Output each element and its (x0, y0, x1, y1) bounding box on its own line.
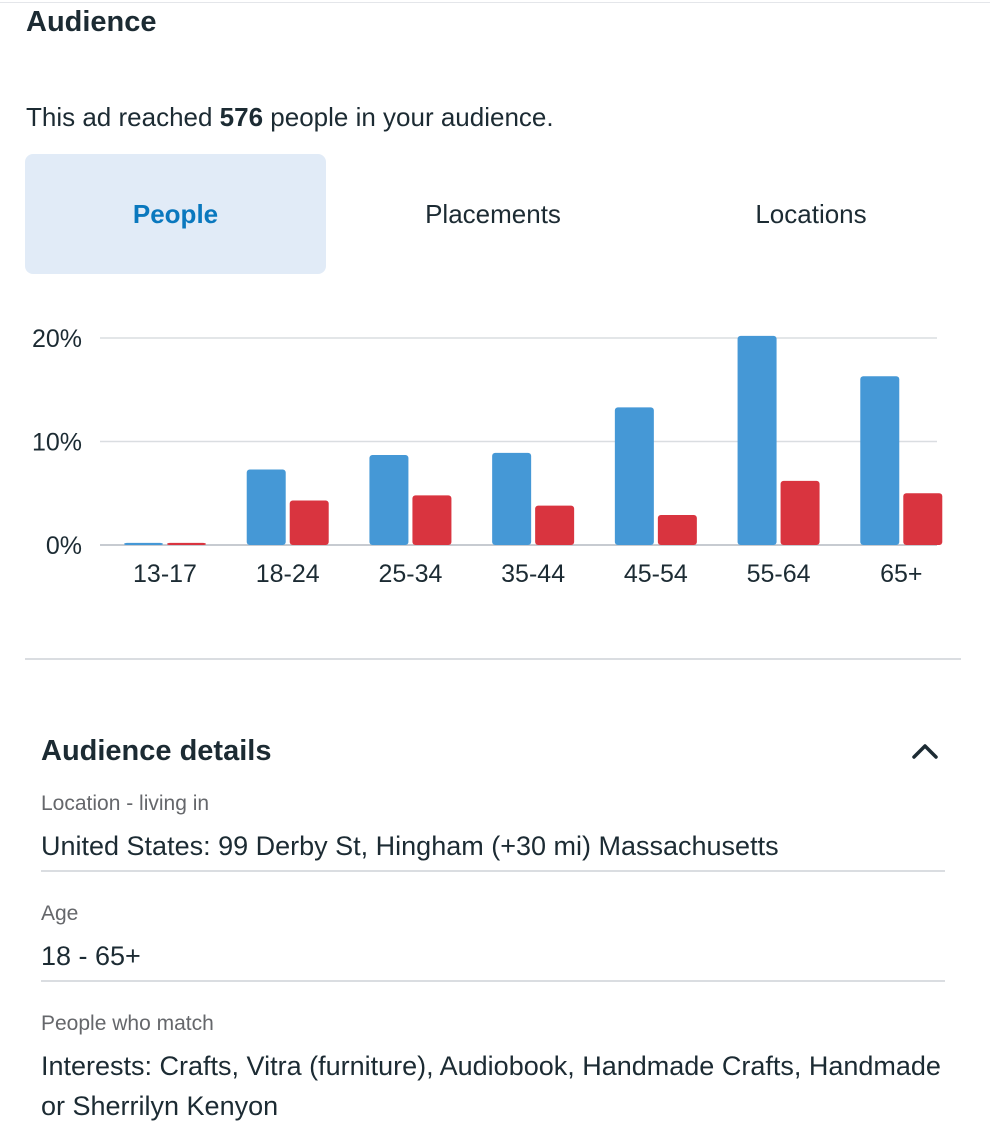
bar-65+-series-2 (903, 493, 943, 545)
bar-35-44-series-2 (535, 505, 575, 545)
x-tick-label: 65+ (880, 560, 922, 588)
bar-18-24-series-1 (246, 469, 286, 545)
chevron-up-icon[interactable] (910, 736, 940, 766)
audience-details-title: Audience details (41, 735, 272, 767)
location-divider (41, 870, 945, 872)
bar-55-64-series-1 (737, 335, 777, 545)
top-divider (0, 2, 990, 3)
reach-count: 576 (219, 102, 264, 132)
bar-55-64-series-2 (780, 480, 820, 545)
y-tick-label: 0% (46, 532, 82, 560)
age-label: Age (41, 902, 79, 925)
age-divider (41, 980, 945, 982)
bar-45-54-series-1 (614, 407, 654, 545)
reach-summary: This ad reached 576 people in your audie… (26, 102, 554, 133)
people-who-match-field: People who match Interests: Crafts, Vitr… (41, 1012, 945, 1126)
bar-13-17-series-1 (124, 542, 163, 545)
people-who-match-label: People who match (41, 1012, 214, 1035)
bar-45-54-series-2 (657, 514, 697, 545)
age-value: 18 - 65+ (41, 941, 141, 971)
bar-25-34-series-2 (412, 495, 452, 545)
x-tick-label: 45-54 (624, 560, 688, 588)
tab-placements[interactable]: Placements (425, 199, 561, 229)
reach-suffix: people in your audience. (263, 102, 554, 132)
x-tick-label: 35-44 (501, 560, 565, 588)
age-field: Age 18 - 65+ (41, 902, 945, 982)
age-chart-svg: 0% 10% 20% 13-17 18-24 25-34 35-44 45-54 55-64 65… (32, 325, 943, 588)
bar-13-17-series-2 (167, 542, 206, 545)
location-label: Location - living in (41, 792, 210, 815)
bar-18-24-series-2 (289, 500, 329, 545)
x-tick-label: 55-64 (747, 560, 811, 588)
age-breakdown-chart: 0% 10% 20% 13-17 18-24 25-34 35-44 45-54 55-64 65… (0, 310, 990, 610)
bar-65+-series-1 (860, 376, 900, 545)
x-tick-label: 25-34 (378, 560, 442, 588)
location-field: Location - living in United States: 99 D… (41, 792, 945, 872)
location-value: United States: 99 Derby St, Hingham (+30… (41, 831, 779, 861)
audience-tabs: People Placements Locations (25, 154, 965, 274)
people-who-match-value: Interests: Crafts, Vitra (furniture), Au… (41, 1051, 941, 1121)
tab-people[interactable]: People (25, 154, 326, 274)
reach-prefix: This ad reached (26, 102, 220, 132)
x-tick-label: 13-17 (133, 560, 197, 588)
bar-25-34-series-1 (369, 454, 409, 545)
bar-35-44-series-1 (492, 452, 532, 545)
y-tick-label: 10% (32, 429, 82, 457)
section-divider (25, 658, 961, 660)
x-tick-label: 18-24 (256, 560, 320, 588)
y-tick-label: 20% (32, 325, 82, 353)
tab-locations[interactable]: Locations (755, 199, 867, 229)
audience-title: Audience (26, 6, 157, 38)
